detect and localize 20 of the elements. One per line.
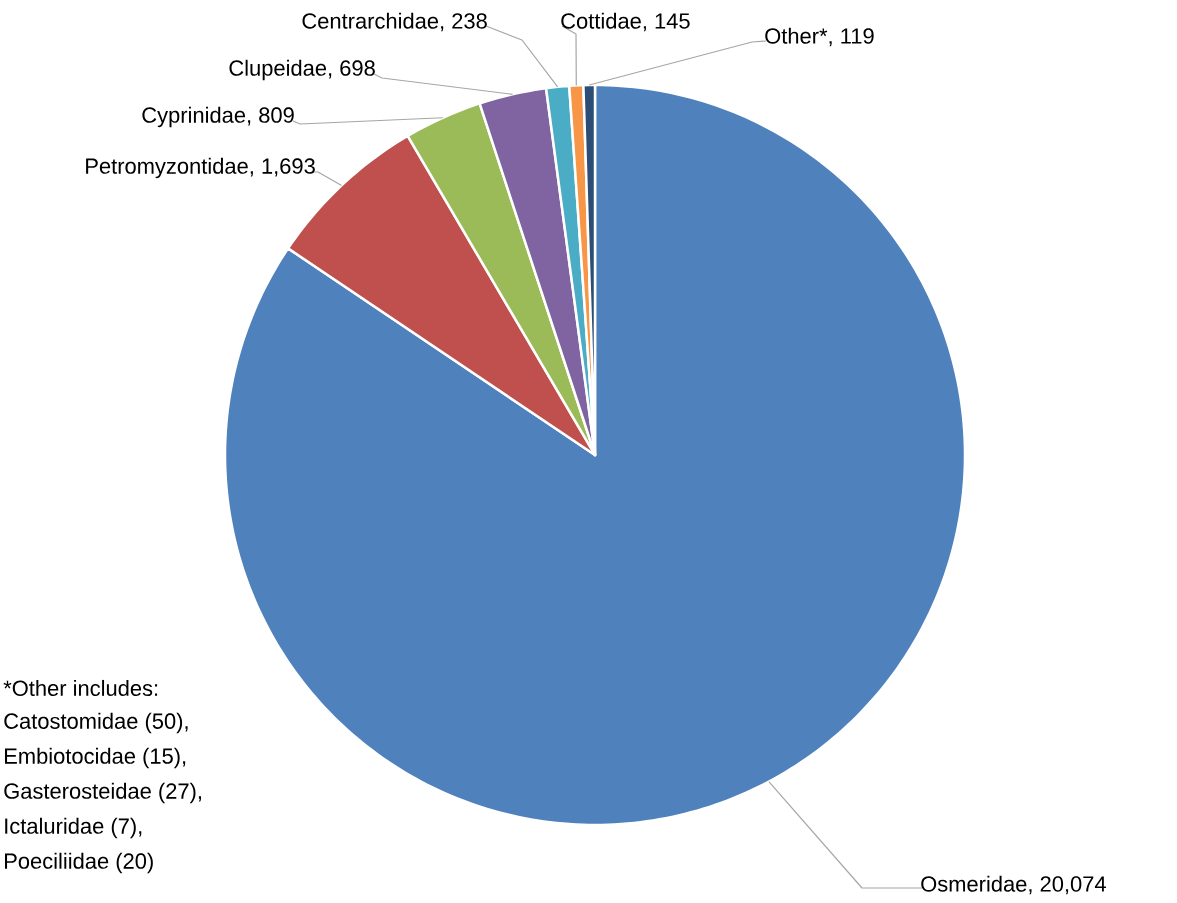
data-label: , 20,074 bbox=[1029, 876, 1106, 895]
text: Ictaluridae (7), bbox=[5, 817, 142, 839]
slice-label: Clupeidae bbox=[229, 59, 327, 81]
slice-label: Cyprinidae bbox=[142, 106, 246, 128]
text: Poeciliidae (20) bbox=[5, 852, 153, 874]
text: Embiotocidae (15), bbox=[5, 747, 186, 769]
text: Catostomidae (50), bbox=[4, 712, 188, 734]
data-label: , 698 bbox=[329, 60, 375, 79]
slice-label: Centrarchidae bbox=[302, 12, 439, 29]
text: Gasterosteidae (27), bbox=[4, 782, 201, 804]
slice-label: Other* bbox=[765, 27, 828, 44]
slice-label: Osmeridae bbox=[921, 875, 1027, 892]
data-label: , 119 bbox=[829, 28, 874, 47]
data-label: , 145 bbox=[643, 13, 690, 32]
data-label: , 238 bbox=[441, 13, 487, 32]
text: *Other includes: bbox=[3, 679, 158, 697]
slice-label: Petromyzontidae bbox=[86, 157, 248, 179]
slice-label: Cottidae bbox=[561, 12, 641, 29]
data-label: , 809 bbox=[248, 107, 294, 126]
data-label: , 1,693 bbox=[250, 158, 315, 177]
